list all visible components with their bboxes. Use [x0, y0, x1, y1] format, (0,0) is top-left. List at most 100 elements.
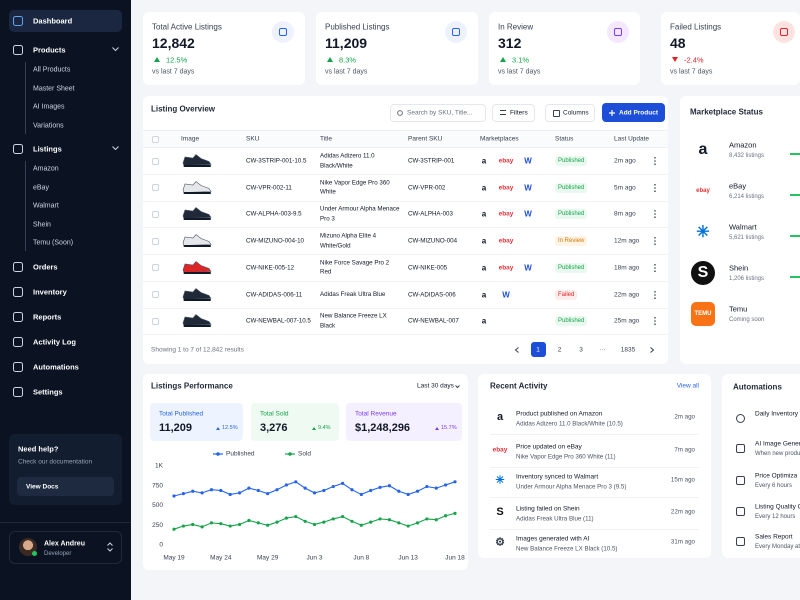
data-point — [397, 521, 401, 525]
activity-title: Price updated on eBay — [516, 443, 582, 451]
activity-divider — [490, 497, 699, 498]
dot — [654, 263, 656, 266]
activity-time: 2m ago — [674, 413, 695, 421]
nav-item[interactable]: Inventory — [33, 287, 67, 296]
column-header: Last Update — [614, 135, 650, 143]
status-badge: Failed — [555, 289, 578, 300]
stat-period: vs last 7 days — [670, 68, 713, 75]
range-select[interactable]: Last 30 days — [417, 382, 454, 390]
nav-item[interactable]: Automations — [33, 362, 79, 371]
dot — [654, 237, 656, 239]
nav-subitem[interactable]: Shein — [33, 221, 51, 228]
nav-item[interactable]: Settings — [33, 387, 63, 396]
nav-subitem[interactable]: Walmart — [33, 202, 59, 210]
filters-label[interactable]: Filters — [510, 109, 528, 117]
parent-sku: CW-NIKE-005 — [408, 264, 448, 272]
stat-trend-icon — [327, 57, 333, 62]
help-button-label[interactable]: View Docs — [26, 483, 59, 490]
row-divider — [143, 227, 668, 229]
nav-icon-shape — [13, 16, 23, 26]
range-chevron — [455, 385, 460, 389]
product-title: Adidas Adizero 11.0 Black/White — [320, 152, 375, 169]
nav-subitem[interactable]: Variations — [33, 122, 64, 129]
nav-icon — [13, 45, 23, 55]
nav-subitem[interactable]: Amazon — [33, 165, 59, 173]
columns-label[interactable]: Columns — [563, 109, 589, 117]
row-menu — [654, 157, 656, 165]
nav-icon-shape — [13, 45, 23, 55]
data-point — [369, 520, 373, 524]
nav-icon — [13, 361, 23, 372]
filters-button[interactable] — [492, 104, 535, 122]
data-point — [434, 518, 438, 522]
marketplace-logo-box — [691, 138, 715, 162]
data-point — [341, 481, 345, 485]
column-header: Parent SKU — [408, 135, 443, 143]
parent-sku: CW-3STRIP-001 — [408, 157, 455, 165]
checkbox[interactable] — [152, 237, 159, 245]
nav-subitem[interactable]: Temu (Soon) — [33, 239, 74, 247]
checkbox[interactable] — [152, 291, 159, 298]
add-product-label[interactable]: Add Product — [619, 109, 658, 117]
columns-button[interactable] — [545, 104, 595, 122]
checkbox[interactable] — [152, 157, 159, 165]
checkbox[interactable] — [152, 184, 159, 192]
marketplace-logo: ebay — [498, 184, 514, 192]
nav-item[interactable]: Activity Log — [33, 337, 76, 346]
page-button[interactable]: 3 — [579, 346, 583, 353]
data-point — [350, 488, 354, 492]
data-point — [415, 521, 420, 525]
checkbox[interactable] — [152, 317, 159, 325]
nav-subitem[interactable]: eBay — [33, 184, 49, 191]
nav-sub-line — [25, 62, 26, 134]
search-box[interactable] — [390, 104, 486, 122]
row-menu — [654, 210, 656, 219]
data-point — [415, 489, 420, 493]
status-badge: Published — [555, 262, 588, 273]
marketplace-logo: a — [481, 236, 487, 246]
shoe-upper — [182, 287, 212, 300]
stat-card: Total Active Listings 12,842 12.5% vs last … — [143, 12, 305, 85]
stat-period: vs last 7 days — [152, 68, 195, 75]
product-image — [182, 180, 212, 194]
nav-item[interactable]: Products — [33, 45, 66, 55]
data-point — [284, 516, 288, 520]
nav-item[interactable]: Reports — [33, 312, 62, 321]
nav-item[interactable]: Orders — [33, 262, 58, 271]
help-button[interactable] — [17, 477, 114, 496]
nav-subitem[interactable]: All Products — [33, 66, 71, 74]
nav-subitem[interactable]: Master Sheet — [33, 85, 75, 92]
chevron — [107, 542, 113, 546]
sku: CW-VPR-002-11 — [246, 184, 292, 192]
stat-title: Failed Listings — [670, 22, 722, 32]
recent-activity: Recent Activity View all a Product publishe… — [478, 374, 711, 558]
page-button[interactable]: ··· — [599, 346, 606, 353]
data-point — [434, 486, 438, 490]
stat-title: Total Active Listings — [152, 22, 222, 32]
automation-detail: Every Monday at — [755, 544, 800, 550]
checkbox[interactable] — [152, 210, 159, 218]
automation-title: Sales Report — [755, 533, 793, 541]
nav-icon-shape — [13, 336, 23, 347]
page-button[interactable]: 2 — [557, 346, 562, 353]
last-update: 22m ago — [614, 291, 640, 298]
legend-label: Published — [226, 451, 255, 458]
marketplace-logo-box — [691, 302, 715, 326]
marketplace-name: Shein — [729, 263, 749, 273]
checkbox[interactable] — [152, 135, 159, 143]
activity-detail: Under Armour Alpha Menace Pro 3 (9.5) — [516, 483, 627, 491]
page-button[interactable]: 1835 — [620, 346, 636, 353]
nav-item[interactable]: Dashboard — [33, 16, 73, 26]
nav-icon — [13, 336, 23, 347]
data-point — [425, 517, 429, 521]
y-tick-label: 500 — [152, 502, 163, 509]
data-point — [359, 492, 363, 497]
x-tick-label: May 19 — [163, 555, 185, 562]
add-product-button[interactable] — [602, 103, 665, 122]
nav-subitem[interactable]: AI Images — [33, 103, 65, 111]
nav-item[interactable]: Listings — [33, 144, 62, 154]
checkbox[interactable] — [152, 264, 159, 272]
page-button[interactable]: 1 — [536, 346, 540, 353]
activity-icon: ⚙ — [495, 536, 505, 549]
view-all-link[interactable]: View all — [676, 382, 699, 390]
